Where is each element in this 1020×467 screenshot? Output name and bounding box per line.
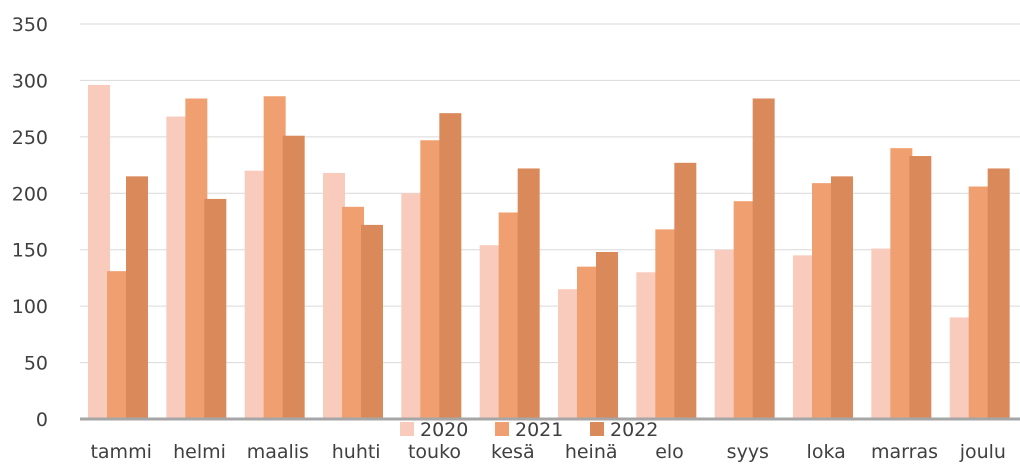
- bar-2022-elo: [674, 162, 697, 420]
- bar-2020-elo: [636, 272, 659, 419]
- y-tick-label: 150: [12, 240, 48, 262]
- x-tick-label: huhti: [332, 441, 381, 463]
- bar-2022-syys: [752, 98, 775, 419]
- bar-2021-marras: [890, 148, 913, 419]
- y-tick-label: 100: [12, 296, 48, 318]
- bar-2021-helmi: [185, 98, 208, 419]
- bar-2020-loka: [793, 255, 815, 419]
- bar-2022-touko: [439, 113, 462, 420]
- legend-swatch: [400, 422, 414, 436]
- y-tick-label: 250: [12, 127, 48, 149]
- x-tick-label: maalis: [247, 441, 309, 463]
- bars: [88, 84, 1010, 420]
- y-tick-label: 0: [36, 409, 48, 431]
- bar-2020-tammi: [88, 84, 110, 419]
- y-tick-label: 50: [24, 353, 48, 375]
- x-tick-label: heinä: [565, 441, 618, 463]
- x-tick-label: helmi: [173, 441, 226, 463]
- bar-2020-heinä: [558, 289, 580, 419]
- x-tick-label: syys: [727, 441, 769, 463]
- bar-2022-loka: [831, 176, 853, 419]
- bar-2021-touko: [420, 140, 443, 419]
- x-tick-label: loka: [807, 441, 846, 463]
- bar-2021-heinä: [577, 266, 599, 419]
- bar-2021-kesä: [498, 212, 521, 419]
- bar-2022-maalis: [282, 135, 305, 419]
- bar-2020-kesä: [479, 245, 502, 419]
- legend-label: 2022: [610, 419, 658, 441]
- x-tick-label: kesä: [491, 441, 535, 463]
- legend-label: 2020: [420, 419, 468, 441]
- bar-2021-loka: [812, 183, 834, 419]
- legend-label: 2021: [515, 419, 563, 441]
- bar-2022-tammi: [126, 176, 148, 419]
- y-tick-label: 350: [12, 14, 48, 36]
- bar-2021-syys: [733, 201, 756, 419]
- bar-2020-huhti: [323, 172, 345, 419]
- bar-2020-helmi: [166, 116, 189, 420]
- bar-2020-joulu: [949, 317, 972, 419]
- x-tick-label: tammi: [90, 441, 151, 463]
- y-axis: 0 50 100 150 200 250 300 350: [12, 14, 48, 431]
- bar-2021-elo: [655, 229, 678, 419]
- bar-2022-marras: [909, 156, 932, 420]
- legend-swatch: [495, 422, 509, 436]
- x-tick-label: elo: [655, 441, 684, 463]
- bar-2022-heinä: [596, 251, 618, 419]
- bar-2022-joulu: [987, 168, 1010, 419]
- bar-2020-marras: [871, 248, 894, 419]
- bar-2020-syys: [714, 249, 737, 419]
- y-tick-label: 200: [12, 183, 48, 205]
- bar-2021-joulu: [968, 186, 991, 419]
- bar-2021-maalis: [263, 96, 286, 419]
- legend: 2020 2021 2022: [400, 419, 658, 441]
- y-tick-label: 300: [12, 70, 48, 92]
- x-tick-label: joulu: [959, 441, 1006, 463]
- bar-2022-huhti: [361, 224, 383, 419]
- bar-2022-helmi: [204, 198, 227, 419]
- bar-2021-huhti: [342, 206, 364, 419]
- legend-swatch: [590, 422, 604, 436]
- bar-2020-touko: [401, 193, 424, 419]
- x-tick-label: marras: [871, 441, 938, 463]
- gridlines: [80, 23, 1020, 364]
- bar-2020-maalis: [244, 170, 267, 419]
- bar-2021-tammi: [107, 271, 129, 419]
- bar-2022-kesä: [517, 168, 540, 419]
- x-tick-label: touko: [408, 441, 461, 463]
- x-axis: tammi helmi maalis huhti touko kesä heinä elo sy…: [90, 441, 1006, 463]
